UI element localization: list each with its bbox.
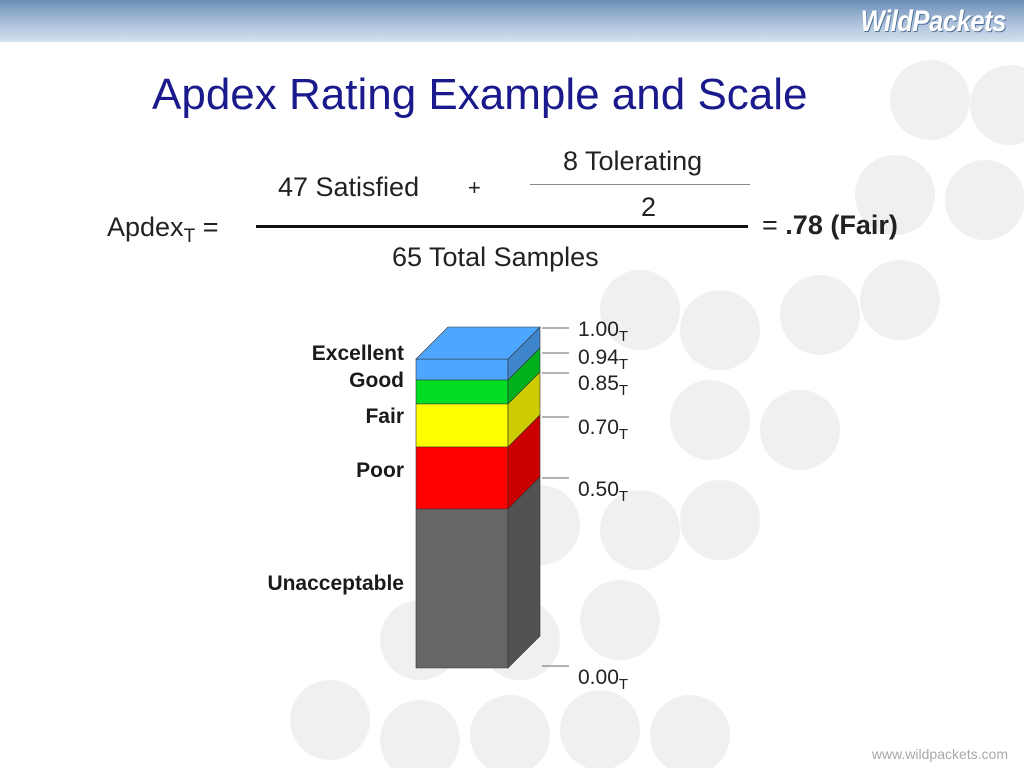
wildpackets-logo: WildPackets	[860, 5, 1007, 38]
scale-front-fair	[415, 403, 509, 448]
level-label-unacceptable: Unacceptable	[267, 572, 404, 595]
tolerating-count: 8 Tolerating	[563, 146, 703, 176]
divisor: 2	[641, 192, 657, 222]
header-bar: WildPackets	[0, 0, 1024, 42]
level-label-good: Good	[349, 369, 404, 392]
tick-0-00: 0.00T	[578, 666, 629, 693]
scale-top-face	[415, 326, 541, 360]
tick-0-70: 0.70T	[578, 416, 629, 443]
scale-front-poor	[415, 446, 509, 510]
plus-sign: +	[468, 175, 481, 200]
level-label-poor: Poor	[356, 459, 404, 482]
apdex-label: ApdexT =	[107, 212, 219, 247]
tick-1-00: 1.00T	[578, 318, 629, 345]
page-title: Apdex Rating Example and Scale	[152, 70, 808, 119]
tick-0-94: 0.94T	[578, 346, 629, 373]
scale-side-unacceptable	[507, 476, 541, 669]
level-label-excellent: Excellent	[311, 342, 404, 365]
satisfied-count: 47 Satisfied	[278, 172, 420, 202]
tick-0-50: 0.50T	[578, 478, 629, 505]
main-fraction-line	[256, 225, 748, 228]
inner-fraction-line	[530, 184, 750, 185]
footer-url: www.wildpackets.com	[871, 746, 1008, 762]
scale-front-good	[415, 379, 509, 405]
scale-front-unacceptable	[415, 508, 509, 669]
apdex-result: = .78 (Fair)	[762, 210, 898, 240]
tick-0-85: 0.85T	[578, 372, 629, 399]
result-value: .78 (Fair)	[785, 210, 898, 240]
total-samples: 65 Total Samples	[392, 242, 599, 272]
scale-front-excellent	[415, 358, 509, 381]
level-label-fair: Fair	[365, 405, 404, 428]
